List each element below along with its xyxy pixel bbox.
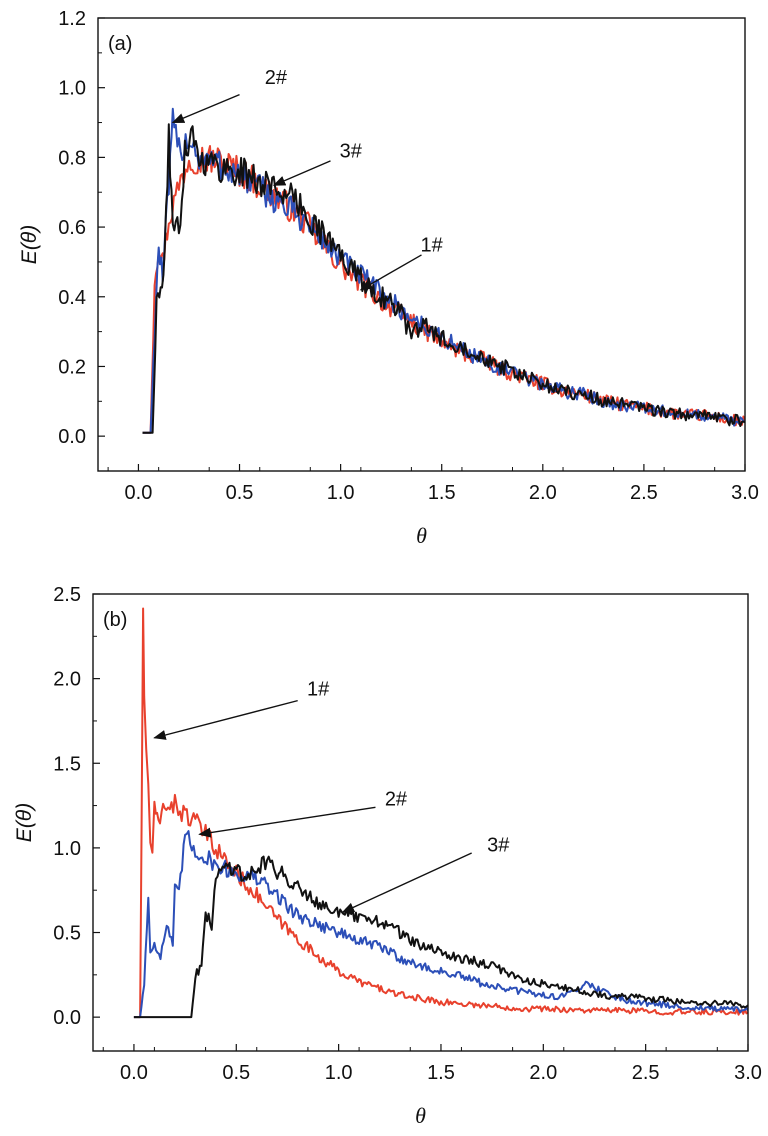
y-tick-label: 0.5 — [53, 923, 81, 945]
x-tick-label: 1.5 — [428, 482, 456, 504]
x-tick-label: 0.5 — [222, 1062, 250, 1084]
annotation-arrow — [341, 852, 472, 913]
x-tick-label: 2.5 — [630, 482, 658, 504]
annotation-label: 2# — [265, 67, 288, 89]
series-line-2 — [142, 107, 745, 434]
y-tick-label: 0.8 — [58, 147, 86, 169]
annotation-arrow — [171, 94, 240, 124]
x-tick-label: 3.0 — [731, 482, 759, 504]
annotation-arrow — [272, 160, 331, 186]
series-line-3 — [133, 855, 748, 1019]
y-tick-label: 1.0 — [53, 838, 81, 860]
x-tick-label: 1.5 — [427, 1062, 455, 1084]
annotation-label: 3# — [340, 140, 363, 162]
panel-label: (b) — [103, 609, 127, 631]
annotation-arrow — [153, 699, 298, 740]
series-line-1 — [133, 607, 748, 1019]
y-axis-label: E(θ) — [18, 225, 41, 264]
x-tick-label: 0.0 — [120, 1062, 148, 1084]
x-axis-label: θ — [415, 1103, 426, 1128]
x-tick-label: 0.5 — [226, 482, 254, 504]
y-tick-label: 2.0 — [53, 669, 81, 691]
annotation-label: 2# — [385, 789, 408, 811]
series-line-1 — [142, 145, 745, 434]
panel-label: (a) — [108, 33, 132, 55]
y-tick-label: 0.4 — [58, 287, 86, 309]
y-tick-label: 0.0 — [58, 426, 86, 448]
x-axis-label: θ — [416, 523, 427, 548]
y-tick-label: 2.5 — [53, 584, 81, 606]
plot-frame — [97, 17, 746, 472]
annotation-arrow — [198, 806, 376, 838]
y-tick-label: 0.6 — [58, 217, 86, 239]
x-tick-label: 1.0 — [325, 1062, 353, 1084]
x-tick-label: 2.0 — [529, 482, 557, 504]
x-tick-label: 0.0 — [125, 482, 153, 504]
x-tick-label: 2.0 — [529, 1062, 557, 1084]
panel-a: 0.0 0.5 1.0 1.5 2.0 2.5 3.0 0.0 0.2 0.4 0.6 0.8 1.0 1… — [18, 8, 759, 548]
y-axis-label: E(θ) — [13, 803, 36, 842]
x-tick-label: 2.5 — [632, 1062, 660, 1084]
x-tick-label: 3.0 — [734, 1062, 762, 1084]
annotation-label: 1# — [307, 679, 330, 701]
series-line-3 — [142, 123, 745, 434]
y-tick-label: 1.0 — [58, 78, 86, 100]
y-tick-label: 0.0 — [53, 1007, 81, 1029]
series-group — [133, 607, 748, 1019]
y-tick-label: 1.2 — [58, 8, 86, 30]
annotation-arrow — [359, 254, 422, 291]
y-tick-label: 0.2 — [58, 356, 86, 378]
y-tick-label: 1.5 — [53, 753, 81, 775]
series-group — [142, 107, 745, 434]
panel-b: 0.0 0.5 1.0 1.5 2.0 2.5 3.0 0.0 0.5 1.0 1.5 2.0 2.5 θ… — [13, 584, 762, 1128]
annotation-label: 1# — [420, 234, 443, 256]
plot-frame — [92, 593, 749, 1052]
annotation-label: 3# — [487, 834, 510, 856]
x-tick-label: 1.0 — [327, 482, 355, 504]
